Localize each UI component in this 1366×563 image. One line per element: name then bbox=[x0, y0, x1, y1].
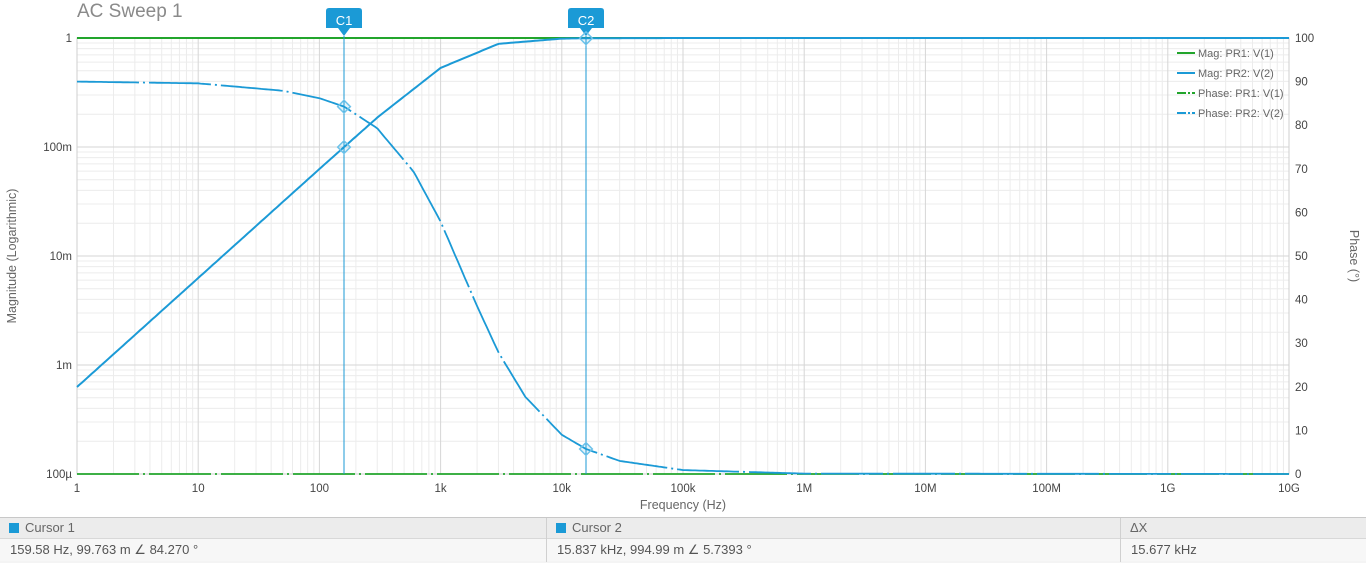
x-tick-label: 1 bbox=[74, 483, 80, 495]
legend-entry: Mag: PR1: V(1) bbox=[1198, 48, 1274, 60]
legend-entry: Phase: PR2: V(2) bbox=[1198, 108, 1284, 120]
cursor1-header: Cursor 1 bbox=[0, 518, 546, 539]
y-right-tick-label: 100 bbox=[1295, 33, 1314, 45]
cursor-handle-c1 bbox=[326, 8, 363, 36]
x-tick-label: 10G bbox=[1278, 483, 1300, 495]
y-right-axis-label: Phase (°) bbox=[1347, 230, 1361, 282]
cursor-marker-phase bbox=[336, 99, 352, 115]
cursor2-header: Cursor 2 bbox=[547, 518, 1120, 539]
y-left-tick-label: 100µ bbox=[46, 469, 72, 481]
y-left-tick-label: 1m bbox=[56, 360, 72, 372]
x-tick-label: 1k bbox=[435, 483, 447, 495]
series-line-1 bbox=[76, 37, 1289, 388]
cursor-handle-c2 bbox=[568, 8, 605, 36]
chart-title: AC Sweep 1 bbox=[77, 1, 183, 22]
legend: Mag: PR1: V(1) Mag: PR2: V(2) Phase: PR1: … bbox=[1177, 48, 1284, 120]
cursor2-column[interactable]: Cursor 2 15.837 kHz, 994.99 m ∠ 5.7393 ° bbox=[547, 518, 1121, 562]
y-right-tick-label: 50 bbox=[1295, 251, 1308, 263]
y-left-axis-label: Magnitude (Logarithmic) bbox=[5, 189, 19, 324]
y-left-tick-label: 1 bbox=[66, 33, 72, 45]
y-left-tick-label: 100m bbox=[43, 142, 72, 154]
legend-entry: Mag: PR2: V(2) bbox=[1198, 68, 1274, 80]
delta-value: 15.677 kHz bbox=[1121, 539, 1366, 561]
cursor-readout-panel: Cursor 1 159.58 Hz, 99.763 m ∠ 84.270 ° … bbox=[0, 517, 1366, 563]
y-right-tick-label: 40 bbox=[1295, 295, 1308, 307]
y-left-tick-label: 10m bbox=[50, 251, 72, 263]
cursor2-swatch-icon bbox=[556, 523, 566, 533]
x-tick-label: 10k bbox=[553, 483, 572, 495]
y-right-tick-label: 20 bbox=[1295, 382, 1308, 394]
cursor-marker-mag bbox=[578, 30, 594, 46]
cursor1-swatch-icon bbox=[9, 523, 19, 533]
y-right-tick-label: 60 bbox=[1295, 207, 1308, 219]
x-tick-label: 100 bbox=[310, 483, 329, 495]
y-left-axis-ticks: 1 100m 10m 1m 100µ bbox=[43, 33, 72, 481]
cursor1-value: 159.58 Hz, 99.763 m ∠ 84.270 ° bbox=[0, 539, 546, 561]
cursor2-label: Cursor 2 bbox=[572, 520, 622, 535]
series-layer bbox=[76, 37, 1289, 475]
x-tick-label: 1M bbox=[796, 483, 812, 495]
delta-header: ΔX bbox=[1121, 518, 1366, 539]
y-right-tick-label: 70 bbox=[1295, 164, 1308, 176]
cursor-layer[interactable]: C1 C2 bbox=[326, 8, 605, 474]
cursor-marker-mag bbox=[336, 139, 352, 155]
cursor-tag-label: C2 bbox=[578, 13, 595, 28]
x-tick-label: 10 bbox=[192, 483, 205, 495]
legend-entry: Phase: PR1: V(1) bbox=[1198, 88, 1284, 100]
y-right-tick-label: 0 bbox=[1295, 469, 1301, 481]
x-tick-label: 1G bbox=[1160, 483, 1175, 495]
x-tick-label: 100M bbox=[1032, 483, 1061, 495]
y-right-tick-label: 90 bbox=[1295, 77, 1308, 89]
delta-column: ΔX 15.677 kHz bbox=[1121, 518, 1366, 562]
cursor-tag-label: C1 bbox=[336, 13, 353, 28]
x-tick-label: 100k bbox=[671, 483, 696, 495]
x-axis-label: Frequency (Hz) bbox=[640, 498, 726, 512]
cursor2-value: 15.837 kHz, 994.99 m ∠ 5.7393 ° bbox=[547, 539, 1120, 561]
x-axis-ticks: 1 10 100 1k 10k 100k 1M 10M 100M 1G 10G bbox=[74, 483, 1300, 495]
cursor-marker-phase bbox=[578, 441, 594, 457]
y-right-tick-label: 10 bbox=[1295, 425, 1308, 437]
x-tick-label: 10M bbox=[914, 483, 936, 495]
series-line-3 bbox=[77, 80, 1289, 475]
cursor1-column[interactable]: Cursor 1 159.58 Hz, 99.763 m ∠ 84.270 ° bbox=[0, 518, 547, 562]
y-right-tick-label: 30 bbox=[1295, 338, 1308, 350]
cursor1-label: Cursor 1 bbox=[25, 520, 75, 535]
y-right-tick-label: 80 bbox=[1295, 120, 1308, 132]
ac-sweep-chart[interactable]: AC Sweep 1 1 10 100 1k 10k 100k 1M 10M 100M 1G 10G… bbox=[0, 0, 1366, 517]
